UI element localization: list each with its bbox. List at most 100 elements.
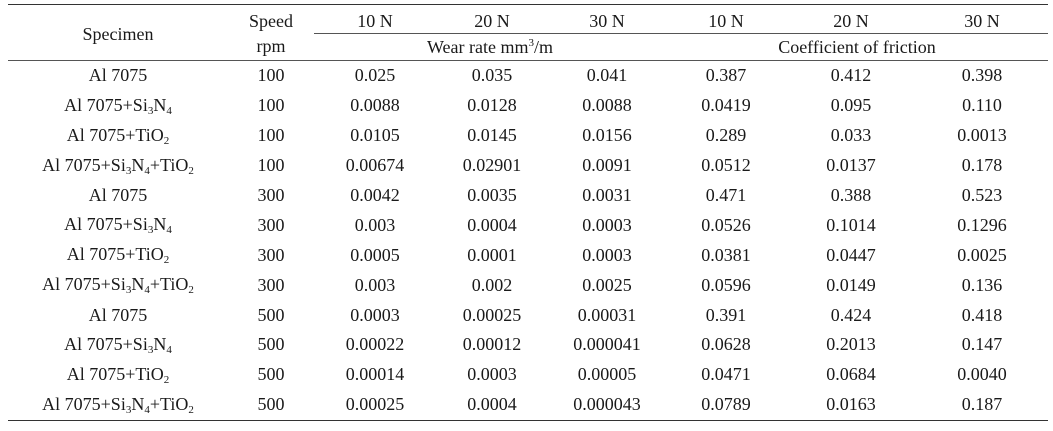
specimen-base-alloy: Al 7075 [88,304,148,325]
specimen-o-subscript: 2 [188,284,194,297]
wear-rate-20n-cell: 0.0001 [467,244,517,265]
specimen-base-alloy: Al 7075 [88,65,148,86]
specimen-si-part: +Si [100,393,126,414]
cof-10n-cell: 0.289 [705,125,747,146]
specimen-cell: Al 7075 [8,61,228,91]
wear-rate-30n-cell: 0.0031 [582,185,632,205]
cof-30n-cell: 0.0013 [957,125,1007,146]
specimen-cell: Al 7075+Si3N4 [8,91,228,121]
table-row: Al 7075 300 0.0042 0.0035 0.0031 0.471 0.388 0.… [8,181,1048,211]
header-load-30n-wear: 30 N [548,5,666,34]
specimen-tio-part: +TiO [125,363,164,384]
table-row: Al 7075+Si3N4 100 0.0088 0.0128 0.0088 0.0419… [8,91,1048,121]
speed-cell: 500 [257,364,285,385]
wear-rate-10n-cell: 0.0105 [350,125,400,146]
cof-20n-cell: 0.0447 [826,244,876,265]
header-speed: Speed [249,10,293,31]
specimen-n-part: N [153,214,167,235]
cof-20n-cell: 0.0163 [786,389,916,421]
specimen-n-subscript: 4 [144,403,150,416]
wear-rate-20n-cell: 0.0145 [467,125,517,146]
header-coefficient-of-friction: Coefficient of friction [666,33,1048,61]
specimen-base-alloy: Al 7075 [64,94,123,115]
specimen-base-alloy: Al 7075 [64,333,123,354]
wear-rate-20n-cell: 0.0035 [467,185,517,205]
specimen-si-part: +Si [122,94,148,115]
wear-rate-30n-cell: 0.00005 [577,364,637,385]
wear-rate-30n-cell: 0.000041 [573,334,641,355]
specimen-base-alloy: Al 7075 [66,363,126,384]
specimen-si-subscript: 3 [147,104,154,117]
table-row: Al 7075 500 0.0003 0.00025 0.00031 0.391 0.424… [8,300,1048,330]
table-row: Al 7075+TiO2 500 0.00014 0.0003 0.00005 0.047… [8,360,1048,390]
specimen-base-alloy: Al 7075 [88,185,148,205]
speed-cell: 500 [257,304,285,325]
specimen-tio-part: +TiO [125,124,164,145]
speed-cell: 100 [257,125,285,146]
speed-cell: 500 [257,334,285,355]
specimen-si-part: +Si [100,154,126,175]
specimen-base-alloy: Al 7075 [42,274,101,295]
cof-10n-cell: 0.0512 [701,155,751,176]
specimen-si-subscript: 3 [147,224,154,237]
cof-10n-cell: 0.471 [705,185,747,205]
cof-20n-cell: 0.412 [830,65,872,86]
wear-rate-30n-cell: 0.0156 [582,125,632,146]
speed-cell: 100 [257,65,285,86]
table-row: Al 7075+TiO2 300 0.0005 0.0001 0.0003 0.0381 0… [8,240,1048,270]
specimen-cell: Al 7075+Si3N4 [8,210,228,240]
speed-cell: 500 [228,389,314,421]
wear-rate-30n-cell: 0.00031 [577,304,637,325]
wear-rate-20n-cell: 0.00025 [462,304,522,325]
cof-10n-cell: 0.0381 [701,244,751,265]
wear-rate-20n-cell: 0.0128 [467,95,517,116]
table-row: Al 7075+TiO2 100 0.0105 0.0145 0.0156 0.289 0.… [8,121,1048,151]
specimen-cell: Al 7075 [8,181,228,211]
specimen-si-subscript: 3 [125,403,132,416]
specimen-n-subscript: 4 [166,343,172,356]
specimen-n-part: N [131,154,145,175]
wear-rate-10n-cell: 0.00025 [314,389,436,421]
header-load-30n-cof: 30 N [916,5,1048,34]
wear-rate-30n-cell: 0.000043 [548,389,666,421]
wear-rate-10n-cell: 0.003 [354,214,396,235]
header-load-10n-cof: 10 N [666,5,786,34]
table-row: Al 7075+Si3N4 500 0.00022 0.00012 0.000041 0.… [8,330,1048,360]
cof-10n-cell: 0.387 [705,65,747,86]
cof-30n-cell: 0.178 [961,155,1003,176]
specimen-si-part: +Si [122,214,148,235]
speed-cell: 300 [257,214,285,235]
cof-10n-cell: 0.0526 [701,214,751,235]
specimen-o-subscript: 2 [163,373,170,386]
cof-30n-cell: 0.0025 [957,244,1007,265]
specimen-cell: Al 7075+Si3N4+TiO2 [8,270,228,300]
cof-20n-cell: 0.2013 [826,334,876,355]
specimen-n-part: N [131,393,145,414]
cof-30n-cell: 0.136 [961,274,1003,295]
cof-20n-cell: 0.0137 [826,155,876,176]
header-speed-unit: rpm [228,33,314,61]
cof-10n-cell: 0.0471 [701,364,751,385]
specimen-base-alloy: Al 7075 [66,124,126,145]
specimen-n-part: N [153,94,167,115]
wear-rate-20n-cell: 0.0004 [467,214,517,235]
wear-rate-20n-cell: 0.002 [471,274,513,295]
table-row: Al 7075 100 0.025 0.035 0.041 0.387 0.412 0.398 [8,61,1048,91]
wear-rate-10n-cell: 0.00014 [345,364,405,385]
specimen-cell: Al 7075+TiO2 [8,360,228,390]
speed-cell: 100 [257,95,285,116]
wear-rate-exponent: 3 [528,36,534,49]
header-load-10n-wear: 10 N [314,5,436,34]
header-load-20n-cof: 20 N [786,5,916,34]
table-body: Al 7075 100 0.025 0.035 0.041 0.387 0.412 0.398… [8,61,1048,421]
specimen-n-subscript: 4 [144,164,150,177]
cof-30n-cell: 0.187 [916,389,1048,421]
specimen-cell: Al 7075+TiO2 [8,121,228,151]
specimen-base-alloy: Al 7075 [42,154,101,175]
speed-cell: 300 [257,244,285,265]
speed-cell: 100 [257,155,285,176]
wear-rate-10n-cell: 0.00022 [345,334,405,355]
wear-rate-30n-cell: 0.0025 [582,274,632,295]
table-header: Specimen Speed 10 N 20 N 30 N 10 N 20 N … [8,4,1048,61]
specimen-tio-part: +TiO [149,393,189,414]
